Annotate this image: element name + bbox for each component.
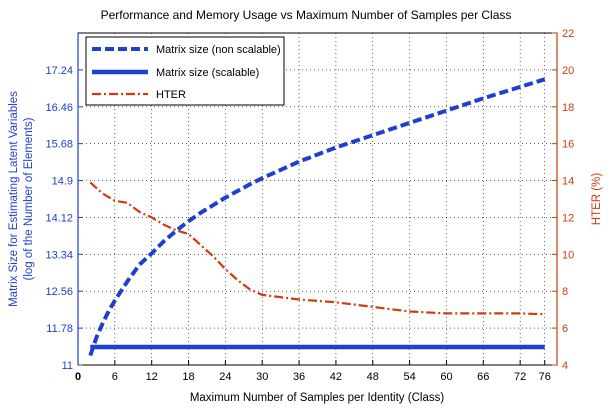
x-tick-label: 76 [539, 371, 551, 383]
x-tick-label: 54 [403, 371, 415, 383]
legend-label-hter: HTER [156, 89, 186, 101]
y-left-tick-label: 17.24 [45, 65, 73, 77]
y-axis-right-label: HTER (%) [591, 173, 603, 226]
x-tick-label: 42 [330, 371, 342, 383]
x-tick-label: 24 [219, 371, 231, 383]
y-right-tick-label: 16 [562, 139, 574, 151]
y-left-tick-label: 14.9 [52, 176, 73, 188]
axis-ticks: 0 6 12 18 24 30 36 42 48 54 60 66 72 761111.7812.5613… [45, 28, 574, 383]
y-right-tick-label: 12 [562, 212, 574, 224]
x-tick-label: 12 [146, 371, 158, 383]
y-right-tick-label: 18 [562, 102, 574, 114]
legend-label-scalable: Matrix size (scalable) [156, 67, 259, 79]
x-tick-label: 30 [256, 371, 268, 383]
y-right-tick-label: 6 [562, 323, 568, 335]
y-left-tick-label: 13.34 [45, 249, 73, 261]
series-line-hter [89, 181, 545, 316]
y-right-tick-label: 8 [562, 286, 568, 298]
y-axis-left-label-line-1: Matrix Size for Estimating Latent Variab… [8, 91, 20, 307]
legend-label-non-scalable: Matrix size (non scalable) [156, 44, 281, 56]
x-tick-label: 48 [367, 371, 379, 383]
plot-series [88, 77, 546, 357]
x-tick-label: 36 [293, 371, 305, 383]
grid [78, 33, 557, 365]
legend: Matrix size (non scalable) Matrix size (… [85, 36, 285, 106]
y-axis-left-label-line-2: (log of the Number of Elements) [23, 117, 35, 280]
y-right-tick-label: 22 [562, 28, 574, 40]
x-tick-label: 60 [440, 371, 452, 383]
x-tick-label: 66 [477, 371, 489, 383]
y-right-tick-label: 10 [562, 249, 574, 261]
y-left-tick-label: 11 [62, 360, 73, 372]
x-tick-label: 0 [75, 371, 81, 383]
x-tick-label: 18 [182, 371, 194, 383]
y-right-tick-label: 4 [562, 360, 568, 372]
x-tick-label: 6 [112, 371, 118, 383]
y-left-tick-label: 16.46 [45, 102, 73, 114]
series-line-non-scalable [88, 77, 546, 357]
y-right-tick-label: 14 [562, 176, 574, 188]
x-tick-label: 72 [514, 371, 526, 383]
y-left-tick-label: 14.12 [45, 212, 73, 224]
y-left-tick-label: 11.78 [46, 323, 73, 335]
y-right-tick-label: 20 [562, 65, 574, 77]
y-left-tick-label: 15.68 [45, 139, 73, 151]
chart-title: Performance and Memory Usage vs Maximum … [101, 8, 512, 22]
x-axis-label: Maximum Number of Samples per Identity (… [190, 392, 445, 404]
y-left-tick-label: 12.56 [45, 286, 73, 298]
